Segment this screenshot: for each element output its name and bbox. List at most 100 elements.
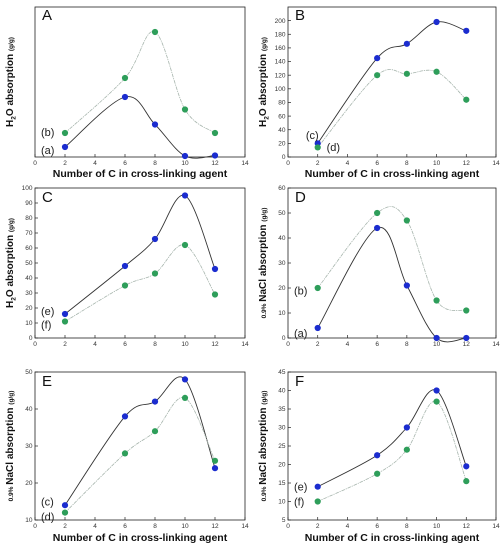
panel-e: 0 2 4 6 8 10 12 14 10 20 30 40 50 E 0.9% NaCl absorpti… — [5, 369, 249, 544]
series-line-0 — [64, 376, 216, 506]
series-line-0 — [64, 194, 216, 315]
data-point-1 — [121, 282, 129, 289]
y-tick-label: 140 — [275, 59, 286, 66]
y-tick-label: 30 — [278, 260, 286, 267]
data-point-0 — [121, 93, 129, 101]
data-point-1 — [314, 498, 321, 505]
data-point-0 — [403, 40, 410, 47]
y-tick-label: 40 — [25, 406, 33, 413]
data-point-0 — [314, 483, 321, 490]
y-tick-label: 180 — [275, 31, 286, 38]
x-tick-label: 2 — [63, 523, 67, 530]
data-point-0 — [463, 27, 470, 34]
y-tick-label: 100 — [22, 185, 33, 192]
y-tick-label: 50 — [25, 260, 33, 267]
series-annotation: (c) — [306, 130, 319, 142]
data-point-1 — [374, 470, 381, 477]
y-tick-label: 40 — [278, 235, 286, 242]
panel-letter: D — [295, 189, 306, 206]
data-point-1 — [374, 209, 381, 217]
data-point-0 — [61, 502, 69, 509]
plot-frame — [287, 6, 497, 158]
y-axis-unit: (g/g) — [8, 218, 15, 232]
data-point-0 — [433, 387, 440, 394]
series-annotation: (e) — [41, 306, 54, 318]
x-tick-label: 6 — [375, 341, 379, 348]
data-point-0 — [374, 452, 381, 459]
y-tick-label: 30 — [278, 425, 286, 432]
x-tick-label: 0 — [286, 523, 290, 530]
x-tick-label: 4 — [346, 341, 350, 348]
y-tick-label: 35 — [278, 406, 286, 413]
panel-a: 0 2 4 6 8 10 12 14 A H2O absorption (g/g) Number o… — [5, 6, 249, 180]
plot-frame — [287, 187, 497, 339]
x-tick-label: 0 — [286, 160, 290, 167]
data-point-1 — [433, 68, 440, 75]
data-point-1 — [181, 241, 189, 249]
x-tick-label: 0 — [33, 160, 37, 167]
panel-letter: C — [42, 189, 53, 206]
data-point-0 — [121, 413, 129, 420]
data-point-1 — [374, 72, 381, 79]
x-tick-label: 8 — [405, 341, 409, 348]
x-tick-label: 4 — [93, 523, 97, 530]
data-point-1 — [403, 217, 410, 224]
data-point-1 — [121, 450, 129, 457]
y-tick-label: 0 — [282, 154, 286, 161]
x-tick-label: 2 — [316, 523, 320, 530]
panel-letter: E — [42, 373, 52, 390]
y-axis-label-prefix: 0.9% — [261, 302, 268, 319]
x-tick-label: 10 — [181, 341, 189, 348]
y-tick-label: 120 — [275, 72, 286, 79]
y-tick-label: 15 — [278, 480, 286, 487]
data-point-1 — [211, 291, 219, 298]
x-tick-label: 6 — [375, 523, 379, 530]
series-annotation: (e) — [294, 482, 307, 494]
x-tick-label: 2 — [316, 160, 320, 167]
x-tick-label: 2 — [63, 341, 67, 348]
data-point-0 — [433, 18, 440, 26]
y-tick-label: 40 — [278, 388, 286, 395]
y-axis-label: H2O absorption (g/g) — [5, 218, 18, 308]
y-tick-label: 20 — [278, 141, 286, 148]
y-axis-unit: (g/g) — [8, 391, 15, 405]
data-point-1 — [181, 394, 189, 401]
data-point-1 — [403, 70, 410, 77]
x-tick-label: 6 — [375, 160, 379, 167]
data-point-0 — [463, 334, 470, 342]
y-tick-label: 10 — [278, 499, 286, 506]
x-tick-label: 14 — [492, 523, 500, 530]
x-tick-label: 4 — [346, 160, 350, 167]
x-tick-label: 14 — [241, 523, 249, 530]
series-annotation: (f) — [294, 497, 304, 509]
y-tick-label: 30 — [25, 443, 33, 450]
x-tick-label: 0 — [33, 341, 37, 348]
data-point-0 — [151, 235, 159, 243]
panel-letter: B — [295, 7, 305, 24]
data-point-0 — [61, 143, 69, 151]
x-tick-label: 2 — [316, 341, 320, 348]
data-point-1 — [433, 297, 440, 304]
data-point-1 — [121, 74, 129, 82]
panel-f: 0 2 4 6 8 10 12 14 5 10 15 20 25 30 35 40 45 F 0.9% NaCl a… — [258, 369, 500, 544]
y-axis-unit: (g/g) — [261, 208, 268, 222]
y-axis-label-prefix: 0.9% — [8, 485, 15, 502]
x-tick-label: 12 — [463, 523, 471, 530]
plot-frame — [287, 371, 497, 521]
panel-letter: F — [295, 373, 304, 390]
data-point-0 — [314, 324, 321, 332]
y-tick-label: 10 — [25, 517, 33, 524]
x-axis-label: Number of C in cross-linking agent — [53, 168, 228, 180]
y-tick-label: 100 — [275, 86, 286, 93]
x-tick-label: 2 — [63, 160, 67, 167]
y-axis-label: H2O absorption (g/g) — [258, 37, 271, 127]
data-point-1 — [463, 96, 470, 103]
data-point-1 — [151, 270, 159, 277]
y-tick-label: 160 — [275, 45, 286, 52]
x-tick-label: 8 — [405, 160, 409, 167]
x-tick-label: 10 — [181, 523, 189, 530]
series-annotation: (d) — [41, 511, 54, 523]
series-annotation: (b) — [41, 127, 54, 139]
data-point-1 — [403, 446, 410, 453]
